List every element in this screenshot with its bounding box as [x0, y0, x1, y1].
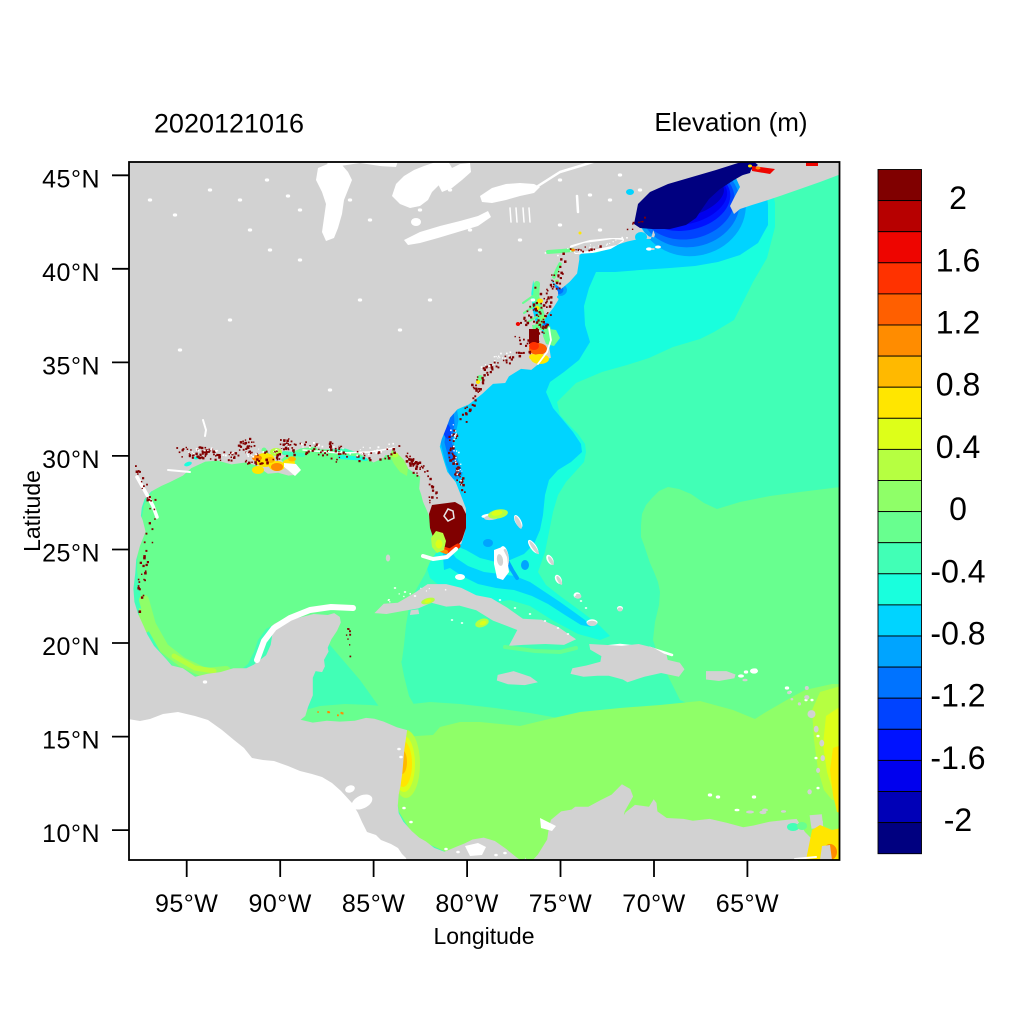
svg-text:95°W: 95°W	[155, 890, 218, 918]
svg-text:30°N: 30°N	[42, 446, 100, 474]
svg-text:1.6: 1.6	[936, 242, 980, 278]
svg-text:-1.2: -1.2	[930, 678, 985, 714]
svg-text:40°N: 40°N	[42, 259, 100, 287]
svg-text:-1.6: -1.6	[930, 740, 985, 776]
svg-text:Longitude: Longitude	[433, 923, 534, 949]
svg-text:75°W: 75°W	[529, 890, 592, 918]
svg-text:25°N: 25°N	[42, 540, 100, 568]
svg-text:0.4: 0.4	[936, 429, 980, 465]
svg-text:Elevation (m): Elevation (m)	[654, 107, 807, 137]
svg-text:35°N: 35°N	[42, 352, 100, 380]
svg-text:15°N: 15°N	[42, 727, 100, 755]
svg-text:1.2: 1.2	[936, 305, 980, 341]
svg-text:90°W: 90°W	[248, 890, 311, 918]
svg-text:2: 2	[949, 180, 967, 216]
svg-text:-0.8: -0.8	[930, 616, 985, 652]
svg-text:-0.4: -0.4	[930, 553, 985, 589]
svg-text:10°N: 10°N	[42, 820, 100, 848]
svg-text:85°W: 85°W	[342, 890, 405, 918]
svg-text:80°W: 80°W	[435, 890, 498, 918]
svg-text:Latitude: Latitude	[19, 470, 45, 552]
svg-text:20°N: 20°N	[42, 633, 100, 661]
svg-text:70°W: 70°W	[622, 890, 685, 918]
svg-text:-2: -2	[944, 802, 972, 838]
svg-text:0: 0	[949, 491, 967, 527]
svg-text:2020121016: 2020121016	[154, 109, 304, 139]
svg-text:45°N: 45°N	[42, 165, 100, 193]
svg-text:0.8: 0.8	[936, 367, 980, 403]
svg-text:65°W: 65°W	[716, 890, 779, 918]
